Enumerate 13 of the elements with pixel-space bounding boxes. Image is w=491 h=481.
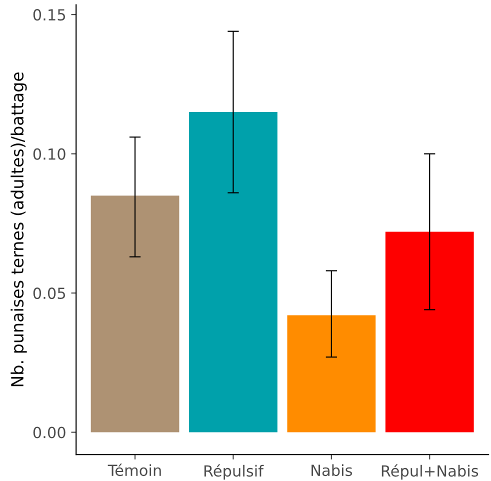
x-tick-label: Répul+Nabis [382,464,478,480]
y-tick-label: 0.15 [33,9,66,21]
y-axis-title: Nb. punaises ternes (adultes)/battage [10,72,27,386]
x-tick-label: Nabis [312,464,352,476]
bar [287,315,376,432]
bar [189,112,278,432]
x-tick-label: Témoin [108,464,161,476]
y-tick-label: 0.00 [33,426,66,438]
bar [385,232,474,432]
y-tick-label: 0.10 [33,148,66,160]
y-tick-label: 0.05 [33,287,66,300]
bar [90,196,180,432]
x-tick-label: Répulsif [204,464,264,480]
